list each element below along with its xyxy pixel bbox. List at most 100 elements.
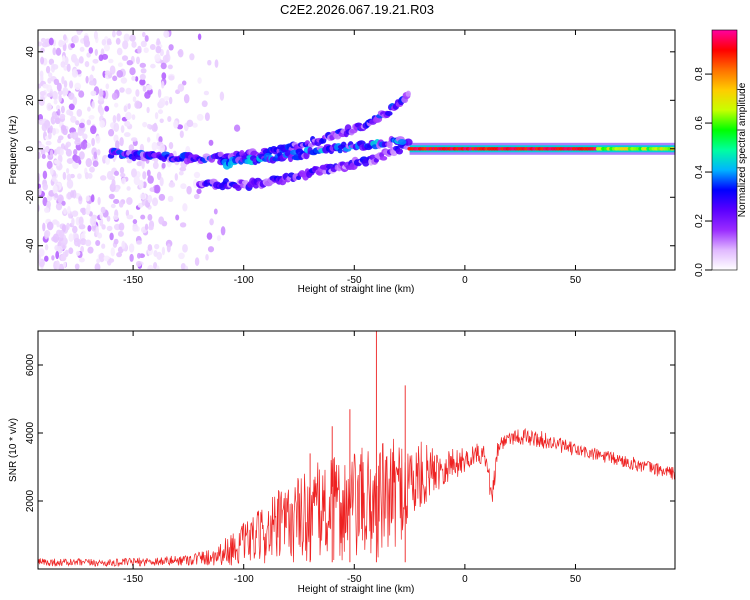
spectrogram-cell — [149, 187, 156, 192]
spectrogram-cell — [52, 90, 58, 100]
snr-x-tick-label: 50 — [570, 574, 582, 585]
spectrogram-cell — [51, 64, 59, 70]
spectrogram-cell — [157, 88, 162, 98]
spectrogram-cell — [113, 198, 120, 205]
spectrogram-cell — [147, 194, 153, 204]
spectrogram-x-tick-label: -50 — [347, 275, 362, 286]
spectrogram-cell — [38, 248, 45, 257]
colorbar-tick-label: 0.6 — [694, 116, 705, 130]
spectrogram-y-tick-label: 20 — [25, 94, 36, 106]
spectrogram-cell — [158, 216, 165, 225]
spectrogram-cell — [46, 200, 52, 209]
spectrogram-cell — [40, 148, 46, 156]
spectrogram-cell — [53, 78, 60, 86]
spectrogram-x-tick-label: 0 — [462, 275, 468, 286]
spectrogram-cell — [38, 151, 41, 160]
snr-y-ticks: 2000 4000 6000 — [25, 353, 675, 512]
spectrogram-cell — [108, 193, 115, 200]
spectrogram-cell — [196, 113, 204, 121]
spectrogram-cell — [92, 58, 99, 64]
spectrogram-cell — [87, 246, 94, 254]
spectrogram-cell — [114, 140, 120, 150]
spectrogram-cell — [68, 92, 75, 100]
spectrogram-cell — [131, 76, 136, 81]
spectrogram-cell — [91, 65, 95, 72]
figure-title: C2E2.2026.067.19.21.R03 — [280, 2, 434, 17]
spectrogram-cell — [122, 40, 129, 50]
spectrogram-cell — [58, 39, 64, 48]
spectrogram-cell — [219, 91, 225, 101]
snr-frame — [37, 330, 676, 570]
spectrogram-cell — [135, 56, 141, 65]
spectrogram-cell — [100, 175, 107, 181]
spectrogram-cell — [161, 72, 167, 80]
spectrogram-cell — [63, 208, 67, 215]
spectrogram-cell — [83, 35, 90, 44]
spectrogram-cell — [167, 195, 174, 203]
spectrogram-cell — [90, 194, 95, 203]
spectrogram-cell — [76, 30, 82, 36]
spectrogram-cell — [159, 118, 164, 124]
spectrogram-cell — [91, 101, 95, 109]
spectrogram-cell — [139, 62, 147, 68]
spectrogram-cell — [114, 102, 119, 108]
spectrogram-cell — [179, 222, 187, 228]
spectrogram-cell — [384, 111, 393, 116]
colorbar-tick-label: 0.4 — [694, 165, 705, 179]
spectrogram-cell — [104, 70, 111, 76]
spectrogram-cell — [105, 156, 110, 165]
spectrogram-cell — [88, 80, 96, 86]
spectrogram-cell — [93, 151, 98, 160]
spectrogram-cell — [207, 246, 215, 253]
spectrogram-cell — [217, 151, 224, 158]
spectrogram-cell — [95, 135, 101, 144]
spectrogram-cell — [127, 103, 131, 110]
colorbar-ticks: 0.0 0.2 0.4 0.6 0.8 — [694, 67, 712, 277]
spectrogram-cell — [77, 130, 84, 137]
spectrogram-cell — [154, 53, 161, 62]
spectrogram-cell — [101, 39, 107, 46]
spectrogram-cell — [40, 37, 46, 43]
spectrogram-cell — [113, 238, 119, 245]
spectrogram-cell — [337, 148, 343, 154]
spectrogram-cell — [131, 168, 137, 178]
spectrogram-cell — [155, 45, 162, 54]
spectrogram-cell — [78, 216, 84, 226]
spectrogram-cell — [42, 222, 46, 232]
spectrogram-cell — [91, 137, 95, 147]
spectrogram-cell — [96, 149, 101, 156]
spectrogram-cell — [192, 122, 198, 128]
spectrogram-cell — [133, 175, 140, 186]
spectrogram-cell — [180, 262, 186, 270]
spectrogram-cell — [94, 48, 98, 56]
spectrogram-cell — [85, 158, 93, 168]
spectrogram-cell — [60, 105, 65, 114]
spectrogram-cell — [58, 229, 65, 239]
spectrogram-cell — [208, 139, 214, 146]
spectrogram-cell — [42, 170, 48, 180]
spectrogram-cell — [119, 166, 125, 174]
spectrogram-cell — [78, 196, 83, 201]
spectrogram-cell — [139, 73, 146, 80]
spectrogram-cell — [178, 170, 184, 176]
spectrogram-cell — [154, 112, 159, 120]
spectrogram-cell — [201, 100, 208, 108]
spectrogram-cell — [46, 221, 54, 231]
spectrogram-cell — [108, 58, 114, 64]
spectrogram-cell — [173, 120, 179, 129]
spectrogram-cell — [62, 55, 66, 63]
snr-x-tick-label: -50 — [347, 574, 362, 585]
spectrogram-cell — [140, 68, 147, 74]
spectrogram-cell — [101, 224, 106, 230]
spectrogram-cell — [87, 106, 91, 112]
spectrogram-cell — [156, 251, 163, 261]
spectrogram-cell — [42, 83, 49, 89]
spectrogram-cell — [47, 77, 52, 84]
spectrogram-cell — [142, 85, 147, 92]
spectrogram-cell — [166, 49, 170, 58]
spectrogram-cell — [233, 124, 241, 132]
spectrogram-cell — [167, 116, 172, 122]
spectrogram-cell — [52, 184, 58, 195]
spectrogram-cell — [87, 172, 93, 179]
spectrogram-cell — [143, 47, 149, 54]
